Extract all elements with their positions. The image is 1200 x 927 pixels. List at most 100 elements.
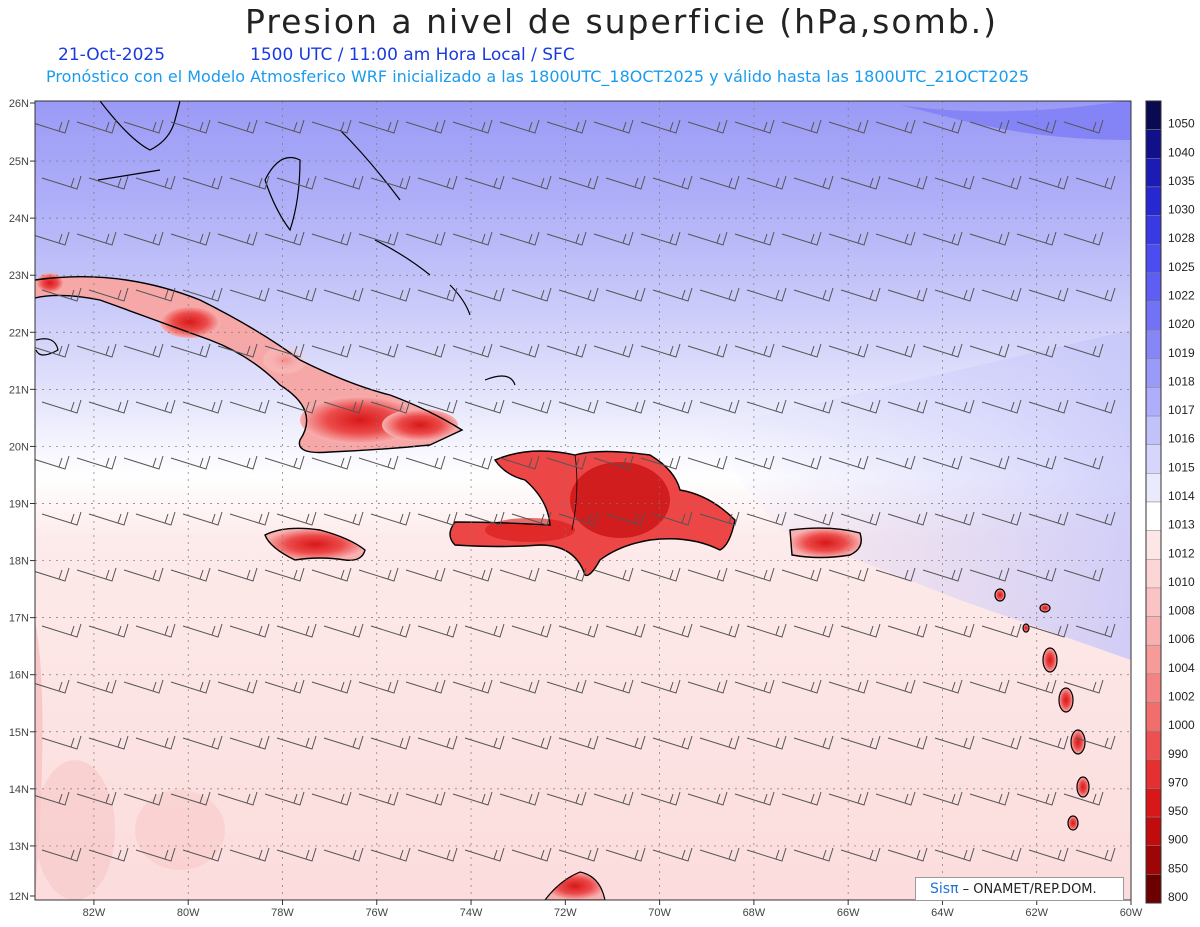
legend-label: 1025 [1168,260,1195,274]
wind-barb-icon [969,231,1010,246]
wind-barb-icon [276,735,317,750]
wind-barb-icon [1075,623,1116,638]
brand-label: Sisπ [930,881,959,897]
wind-barb-icon [605,287,646,302]
wind-barb-icon [593,791,634,806]
wind-barb-icon [452,119,493,134]
wind-barb-icon [875,455,916,470]
wind-barb-icon [311,455,352,470]
wind-barb-icon [323,175,364,190]
wind-barb-icon [546,791,587,806]
legend-label: 900 [1168,833,1188,847]
wind-barb-icon [934,735,975,750]
wind-barb-icon [1075,287,1116,302]
wind-barb-icon [123,119,164,134]
wind-barb-icon [405,455,446,470]
wind-barb-icon [41,175,82,190]
legend-swatch [1145,129,1162,159]
lat-label: 19N [9,499,29,511]
wind-barb-icon [640,119,681,134]
lat-label: 26N [9,98,29,110]
wind-barb-icon [546,343,587,358]
lon-label: 60W [1120,907,1143,919]
lat-label: 24N [9,213,29,225]
legend-swatch [1145,587,1162,617]
wind-barb-icon [1075,399,1116,414]
wind-barb-icon [511,847,552,862]
wind-barb-icon [41,623,82,638]
wind-barb-icon [511,287,552,302]
wind-barb-icon [229,175,270,190]
wind-barb-icon [311,791,352,806]
wind-barb-icon [981,175,1022,190]
legend-swatch [1145,501,1162,531]
lat-label: 18N [9,556,29,568]
wind-barb-icon [311,231,352,246]
wind-barb-icon [76,119,117,134]
wind-barb-icon [605,511,646,526]
wind-barb-icon [405,567,446,582]
wind-barb-icon [793,511,834,526]
wind-barb-icon [170,567,211,582]
wind-barb-icon [511,175,552,190]
wind-barb-icon [734,231,775,246]
wind-barb-icon [934,623,975,638]
wind-barb-icon [828,791,869,806]
legend-label: 1017 [1168,403,1195,417]
wind-barb-icon [558,399,599,414]
wind-barb-icon [452,455,493,470]
wind-barb-icon [88,735,129,750]
wind-barb-icon [452,231,493,246]
wind-barb-icon [922,231,963,246]
legend-label: 1010 [1168,575,1195,589]
wind-barb-icon [358,231,399,246]
wind-barb-icon [323,511,364,526]
lat-label: 16N [9,670,29,682]
wind-barb-icon [840,175,881,190]
wind-barb-icon [699,399,740,414]
wind-barb-icon [687,791,728,806]
lon-label: 62W [1025,907,1048,919]
wind-barb-icon [358,567,399,582]
wind-barb-icon [182,847,223,862]
wind-barb-icon [687,231,728,246]
wind-barb-icon [358,455,399,470]
wind-barb-icon [969,119,1010,134]
wind-barb-icon [593,119,634,134]
wind-barb-icon [887,735,928,750]
legend-label: 1004 [1168,661,1195,675]
wind-barb-icon [828,567,869,582]
wind-barb-icon [182,399,223,414]
wind-barb-icon [887,175,928,190]
wind-barb-icon [405,119,446,134]
wind-barb-icon [35,231,70,246]
wind-barb-icon [229,399,270,414]
wind-barb-icon [35,455,70,470]
wind-barb-icon [499,119,540,134]
wind-barb-icon [1075,175,1116,190]
wind-barb-icon [370,847,411,862]
wind-barb-icon [605,847,646,862]
wind-barb-icon [499,679,540,694]
wind-barb-icon [922,679,963,694]
wind-barb-icon [652,511,693,526]
wind-barb-icon [887,847,928,862]
wind-barb-icon [229,735,270,750]
wind-barb-icon [135,847,176,862]
wind-barb-icon [1063,567,1104,582]
wind-barb-icon [452,679,493,694]
wind-barb-icon [170,791,211,806]
wind-barb-icon [781,343,822,358]
jamaica-landmass [264,527,366,561]
wind-barb-icon [699,287,740,302]
wind-barb-icon [41,847,82,862]
high-pressure-core [900,101,1131,140]
wind-barb-icon [217,343,258,358]
wind-barb-icon [969,455,1010,470]
legend-swatch [1145,559,1162,589]
wind-barb-icon [405,679,446,694]
wind-barb-icon [323,735,364,750]
wind-barb-icon [217,455,258,470]
wind-barb-icon [734,567,775,582]
